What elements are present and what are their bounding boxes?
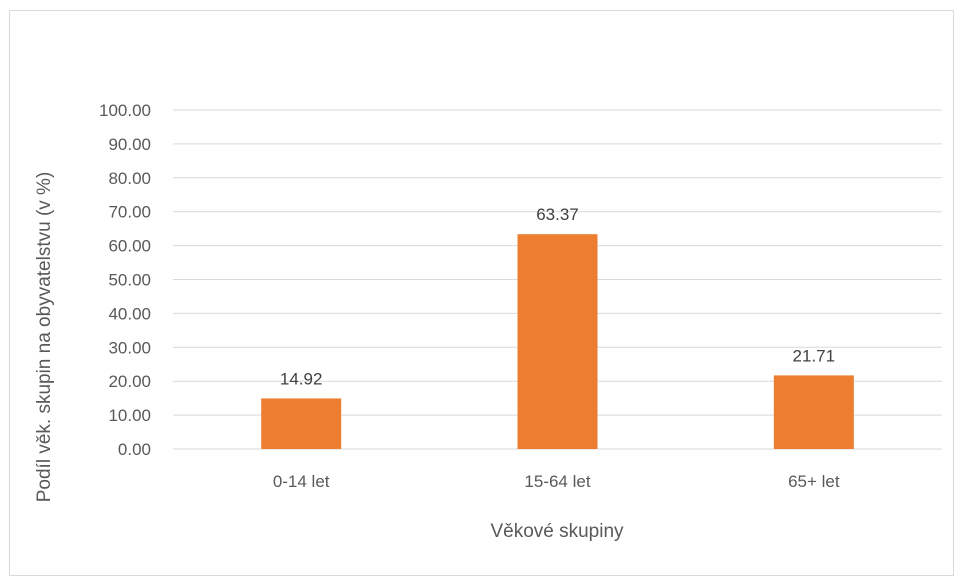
bars bbox=[261, 234, 854, 449]
chart-frame bbox=[9, 10, 954, 576]
y-tick-label: 100.00 bbox=[99, 101, 151, 120]
y-tick-label: 70.00 bbox=[108, 203, 151, 222]
x-tick-label: 15-64 let bbox=[524, 472, 590, 491]
y-tick-label: 20.00 bbox=[108, 372, 151, 391]
bar bbox=[773, 375, 854, 449]
x-axis-ticks: 0-14 let 15-64 let 65+ let bbox=[273, 472, 840, 491]
y-tick-label: 30.00 bbox=[108, 338, 151, 357]
data-labels: 14.92 63.37 21.71 bbox=[280, 205, 835, 388]
y-tick-label: 10.00 bbox=[108, 406, 151, 425]
data-label: 63.37 bbox=[536, 205, 579, 224]
y-tick-label: 40.00 bbox=[108, 304, 151, 323]
bar bbox=[517, 234, 598, 449]
bar bbox=[261, 398, 342, 449]
y-tick-label: 90.00 bbox=[108, 135, 151, 154]
y-axis-ticks: 0.00 10.00 20.00 30.00 40.00 50.00 60.00 70.00 8… bbox=[99, 101, 151, 459]
y-axis-title: Podíl věk. skupin na obyvatelstvu (v %) bbox=[34, 172, 55, 503]
y-tick-label: 0.00 bbox=[118, 440, 151, 459]
y-tick-label: 80.00 bbox=[108, 169, 151, 188]
x-tick-label: 65+ let bbox=[788, 472, 840, 491]
x-tick-label: 0-14 let bbox=[273, 472, 330, 491]
data-label: 14.92 bbox=[280, 369, 323, 388]
y-tick-label: 50.00 bbox=[108, 271, 151, 290]
x-axis-title: Věkové skupiny bbox=[490, 521, 624, 542]
data-label: 21.71 bbox=[793, 346, 836, 365]
y-tick-label: 60.00 bbox=[108, 237, 151, 256]
